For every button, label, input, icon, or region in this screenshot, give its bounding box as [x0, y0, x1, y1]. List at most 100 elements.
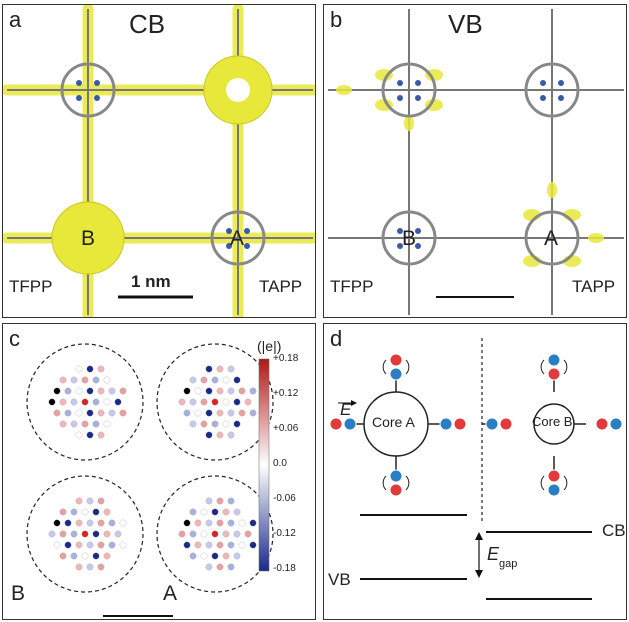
- charge-site: [216, 497, 224, 505]
- core-label-b: B: [402, 227, 417, 250]
- charge-site: [222, 376, 230, 384]
- charge-site: [222, 552, 230, 560]
- panel-c: c (|e|) +0.18 +0.12 +0.06 0.0 -0.06 -0.1…: [2, 323, 316, 620]
- charge-site: [75, 387, 83, 395]
- charge-site: [238, 409, 246, 417]
- charge-site: [75, 497, 83, 505]
- charge-site: [200, 376, 208, 384]
- charge-site: [216, 431, 224, 439]
- charge-site: [216, 387, 224, 395]
- gap-symbol: E: [487, 544, 500, 564]
- core-label-a: A: [230, 227, 245, 250]
- charge-site: [81, 398, 89, 406]
- charge-site: [59, 376, 67, 384]
- tfpp-label: TFPP: [9, 277, 53, 296]
- charge-site: [86, 563, 94, 571]
- core-label-a: A: [544, 227, 559, 250]
- charge-site: [227, 563, 235, 571]
- panel-letter: d: [330, 326, 343, 351]
- charge-site: [48, 398, 56, 406]
- core-a-label: Core A: [372, 414, 415, 430]
- charge-site: [92, 398, 100, 406]
- charge-site: [205, 409, 213, 417]
- charge-site: [114, 398, 122, 406]
- charge-site: [92, 552, 100, 560]
- charge-site: [64, 387, 72, 395]
- charge-site: [227, 387, 235, 395]
- charge-site: [70, 530, 78, 538]
- charge-site: [216, 519, 224, 527]
- charge-site: [238, 387, 246, 395]
- gap-subscript: gap: [499, 558, 518, 570]
- charge-site: [249, 541, 257, 549]
- charge-site: [194, 519, 202, 527]
- charge-site: [53, 541, 61, 549]
- charge-site: [200, 552, 208, 560]
- charge-site: [222, 530, 230, 538]
- band-title: VB: [448, 9, 483, 39]
- charge-site: [178, 398, 186, 406]
- colorbar-tick: +0.06: [273, 423, 299, 434]
- charge-site: [97, 541, 105, 549]
- charge-site: [205, 563, 213, 571]
- colorbar-tick: +0.12: [273, 388, 299, 399]
- charge-site: [244, 398, 252, 406]
- core-label-b: B: [11, 582, 26, 605]
- charge-site: [189, 420, 197, 428]
- charge-site: [183, 409, 191, 417]
- charge-site: [53, 409, 61, 417]
- charge-site: [211, 376, 219, 384]
- charge-site: [189, 552, 197, 560]
- charge-site: [48, 530, 56, 538]
- charge-site: [108, 409, 116, 417]
- charge-site: [97, 497, 105, 505]
- charge-site: [108, 541, 116, 549]
- charge-site: [70, 398, 78, 406]
- charge-site: [233, 420, 241, 428]
- charge-site: [64, 519, 72, 527]
- charge-site: [59, 552, 67, 560]
- charge-site: [216, 409, 224, 417]
- panel-letter: c: [9, 326, 20, 351]
- panel-a: a CB B A TFPP TAPP 1 nm: [2, 4, 316, 318]
- charge-site: [244, 530, 252, 538]
- colorbar-tick: +0.18: [273, 353, 299, 364]
- charge-site: [119, 541, 127, 549]
- charge-site: [119, 519, 127, 527]
- charge-site: [97, 431, 105, 439]
- charge-site: [222, 398, 230, 406]
- charge-site: [178, 530, 186, 538]
- charge-site: [81, 552, 89, 560]
- charge-site: [75, 519, 83, 527]
- charge-site: [205, 541, 213, 549]
- charge-site: [194, 387, 202, 395]
- charge-site: [194, 541, 202, 549]
- charge-site: [211, 508, 219, 516]
- charge-site: [75, 563, 83, 571]
- charge-site: [205, 365, 213, 373]
- charge-site: [70, 420, 78, 428]
- charge-site: [103, 508, 111, 516]
- charge-site: [189, 508, 197, 516]
- charge-site: [86, 497, 94, 505]
- charge-site: [103, 420, 111, 428]
- charge-site: [114, 530, 122, 538]
- charge-site: [86, 387, 94, 395]
- charge-site: [227, 497, 235, 505]
- charge-site: [249, 519, 257, 527]
- charge-site: [200, 530, 208, 538]
- charge-site: [86, 519, 94, 527]
- charge-site: [183, 519, 191, 527]
- charge-site: [103, 376, 111, 384]
- charge-site: [92, 508, 100, 516]
- charge-site: [97, 387, 105, 395]
- charge-site: [119, 409, 127, 417]
- tfpp-label: TFPP: [330, 277, 374, 296]
- charge-site: [233, 552, 241, 560]
- charge-site: [53, 519, 61, 527]
- charge-site: [189, 398, 197, 406]
- charge-site: [189, 530, 197, 538]
- charge-site: [64, 409, 72, 417]
- charge-site: [211, 530, 219, 538]
- molecule-network-a: [3, 5, 315, 317]
